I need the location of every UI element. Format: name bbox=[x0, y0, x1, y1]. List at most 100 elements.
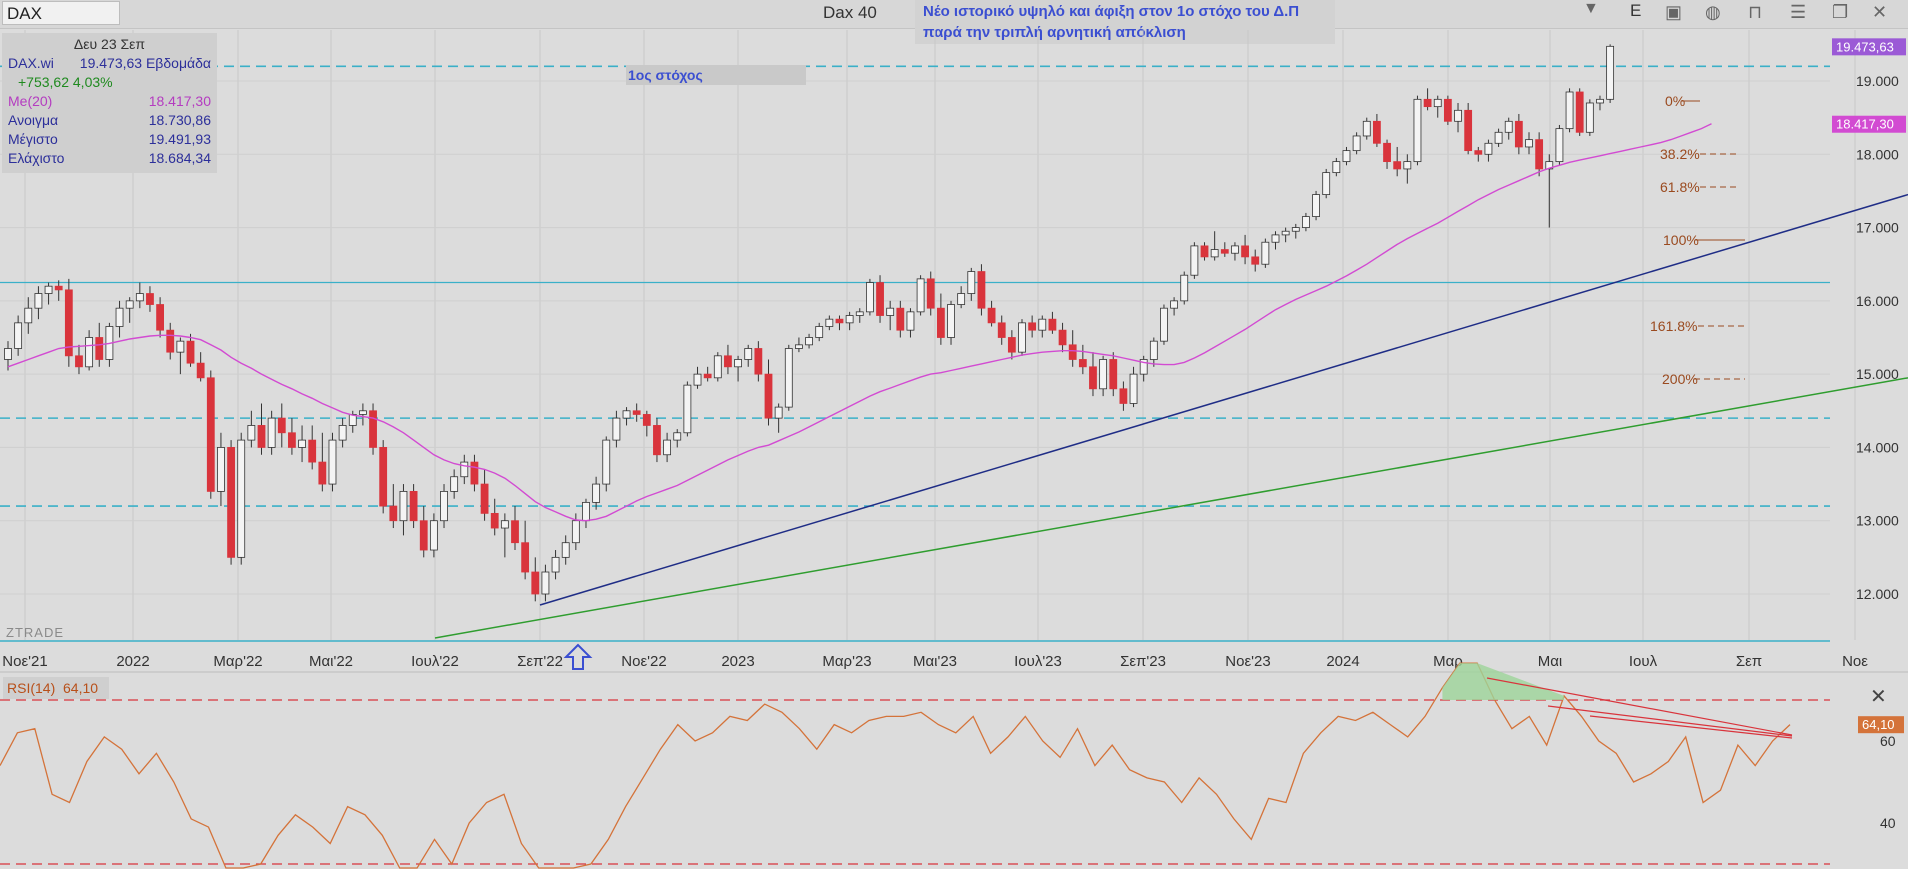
annotation-box: Νέο ιστορικό υψηλό και άφιξη στον 1ο στό… bbox=[915, 0, 1335, 44]
candle-body bbox=[551, 556, 560, 573]
candle-body bbox=[1423, 98, 1432, 108]
candle-body bbox=[156, 304, 165, 331]
candle-body bbox=[206, 377, 215, 492]
candle-body bbox=[1373, 120, 1381, 144]
candle-body bbox=[95, 337, 104, 360]
y-tick-label: 12.000 bbox=[1856, 586, 1899, 602]
candle-body bbox=[906, 311, 915, 331]
candle-body bbox=[1007, 337, 1016, 353]
close-icon[interactable]: ✕ bbox=[1872, 2, 1888, 22]
rsi-value-tag: 64,10 bbox=[1862, 717, 1895, 732]
candle-body bbox=[1038, 318, 1047, 331]
y-tick-label: 16.000 bbox=[1856, 293, 1899, 309]
candle-body bbox=[490, 512, 499, 529]
candle-body bbox=[1393, 161, 1402, 170]
y-tick-label: 15.000 bbox=[1856, 366, 1899, 382]
candle-body bbox=[582, 501, 590, 522]
candle-body bbox=[1231, 245, 1239, 254]
candle-body bbox=[4, 348, 12, 360]
candle-body bbox=[1484, 142, 1493, 155]
fib-label: 38.2% bbox=[1660, 146, 1700, 162]
ma-price-tag: 18.417,30 bbox=[1836, 117, 1894, 132]
info-instrument-row: DAX.wi 19.473,63 Εβδομάδα bbox=[8, 55, 211, 71]
lock-icon[interactable]: ⊓ bbox=[1748, 2, 1763, 22]
x-tick-label: Μαρ bbox=[1433, 653, 1463, 670]
candle-body bbox=[592, 483, 601, 503]
candle-body bbox=[369, 410, 377, 448]
candle-body bbox=[135, 293, 144, 302]
rsi-label: RSI(14) 64,10 bbox=[3, 677, 109, 699]
x-tick-label: Μαι'22 bbox=[309, 653, 353, 670]
y-tick-label: 14.000 bbox=[1856, 439, 1899, 455]
restore-icon[interactable]: ❐ bbox=[1832, 2, 1849, 22]
candle-body bbox=[480, 483, 489, 514]
watermark: ZTRADE bbox=[6, 625, 64, 640]
comment-icon[interactable]: ◍ bbox=[1705, 2, 1721, 22]
candle-body bbox=[277, 417, 286, 434]
chart-title: Dax 40 bbox=[823, 3, 877, 22]
candle-body bbox=[1474, 150, 1483, 155]
candle-body bbox=[1565, 91, 1574, 130]
candle-body bbox=[186, 340, 195, 364]
symbol-input[interactable]: DAX bbox=[2, 1, 120, 25]
x-tick-label: Μαρ'23 bbox=[822, 653, 871, 670]
candle-body bbox=[967, 271, 976, 294]
divergence-line bbox=[1589, 715, 1793, 739]
x-tick-label: Νοε'21 bbox=[2, 653, 47, 670]
x-tick-label: Σεπ'22 bbox=[517, 653, 563, 670]
fib-label: 0% bbox=[1665, 93, 1685, 109]
candle-body bbox=[876, 282, 884, 316]
candle-body bbox=[561, 542, 570, 558]
candle-body bbox=[288, 432, 296, 448]
candle-body bbox=[440, 490, 448, 522]
candle-body bbox=[470, 461, 479, 485]
candle-body bbox=[1585, 102, 1594, 133]
candle-body bbox=[267, 417, 276, 448]
last-price-tag-bg bbox=[1832, 38, 1906, 56]
trend-line-blue bbox=[539, 193, 1908, 606]
candle-body bbox=[642, 414, 651, 426]
candle-body bbox=[125, 300, 134, 309]
candle-body bbox=[44, 285, 53, 294]
candle-body bbox=[1078, 359, 1087, 368]
candle-body bbox=[1413, 98, 1422, 163]
rsi-close-icon[interactable]: ✕ bbox=[1870, 686, 1887, 708]
divergence-line bbox=[1486, 677, 1793, 736]
fib-label: 100% bbox=[1663, 232, 1699, 248]
candle-body bbox=[1241, 245, 1249, 258]
candle-body bbox=[1403, 161, 1412, 170]
y-tick-label: 19.000 bbox=[1856, 73, 1899, 89]
candle-body bbox=[1170, 300, 1178, 309]
candle-body bbox=[1494, 131, 1503, 144]
candle-body bbox=[1068, 344, 1077, 360]
candle-body bbox=[1200, 245, 1209, 258]
candle-body bbox=[1302, 216, 1310, 228]
x-tick-label: Ιουλ'23 bbox=[1014, 653, 1062, 670]
candle-body bbox=[247, 425, 256, 441]
candle-body bbox=[1291, 227, 1300, 232]
candle-body bbox=[1383, 142, 1391, 163]
candle-body bbox=[1210, 249, 1219, 258]
x-tick-label: Ιουλ bbox=[1629, 653, 1658, 670]
e-button[interactable]: E bbox=[1630, 1, 1642, 20]
candle-body bbox=[754, 348, 763, 375]
candle-body bbox=[1058, 329, 1067, 346]
candle-body bbox=[176, 340, 185, 353]
menu-icon[interactable]: ☰ bbox=[1790, 2, 1807, 22]
candle-body bbox=[409, 490, 418, 522]
candle-body bbox=[1271, 234, 1280, 243]
panel-icon[interactable]: ▣ bbox=[1665, 2, 1683, 22]
candle-body bbox=[724, 355, 732, 368]
candle-body bbox=[1514, 120, 1523, 148]
y-tick-label: 13.000 bbox=[1856, 513, 1899, 529]
x-tick-label: Νοε bbox=[1842, 653, 1868, 670]
dropdown-icon[interactable]: ▼ bbox=[1583, 0, 1599, 17]
x-tick-label: Νοε'22 bbox=[621, 653, 666, 670]
candle-body bbox=[784, 348, 793, 408]
candle-body bbox=[64, 289, 73, 357]
candle-body bbox=[1018, 322, 1026, 353]
annotation-line-2: παρά την τριπλή αρνητική απόκλιση bbox=[923, 24, 1186, 41]
candle-body bbox=[693, 373, 702, 386]
candle-body bbox=[1129, 373, 1138, 404]
